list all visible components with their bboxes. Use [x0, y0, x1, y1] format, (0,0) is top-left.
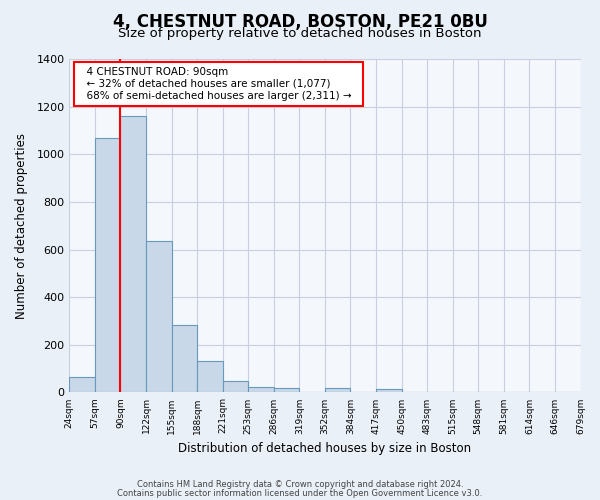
Bar — [70, 377, 95, 392]
Y-axis label: Number of detached properties: Number of detached properties — [15, 132, 28, 318]
X-axis label: Distribution of detached houses by size in Boston: Distribution of detached houses by size … — [178, 442, 472, 455]
Text: Size of property relative to detached houses in Boston: Size of property relative to detached ho… — [118, 28, 482, 40]
Text: Contains public sector information licensed under the Open Government Licence v3: Contains public sector information licen… — [118, 488, 482, 498]
Bar — [197, 362, 223, 392]
Bar — [223, 381, 248, 392]
Text: Contains HM Land Registry data © Crown copyright and database right 2024.: Contains HM Land Registry data © Crown c… — [137, 480, 463, 489]
Bar — [95, 138, 121, 392]
Bar — [274, 388, 299, 392]
Text: 4 CHESTNUT ROAD: 90sqm
  ← 32% of detached houses are smaller (1,077)
  68% of s: 4 CHESTNUT ROAD: 90sqm ← 32% of detached… — [80, 68, 358, 100]
Bar — [248, 387, 274, 392]
Bar — [172, 324, 197, 392]
Text: 4, CHESTNUT ROAD, BOSTON, PE21 0BU: 4, CHESTNUT ROAD, BOSTON, PE21 0BU — [113, 12, 487, 30]
Bar — [146, 241, 172, 392]
Bar — [376, 389, 401, 392]
Bar — [121, 116, 146, 392]
Bar — [325, 388, 350, 392]
